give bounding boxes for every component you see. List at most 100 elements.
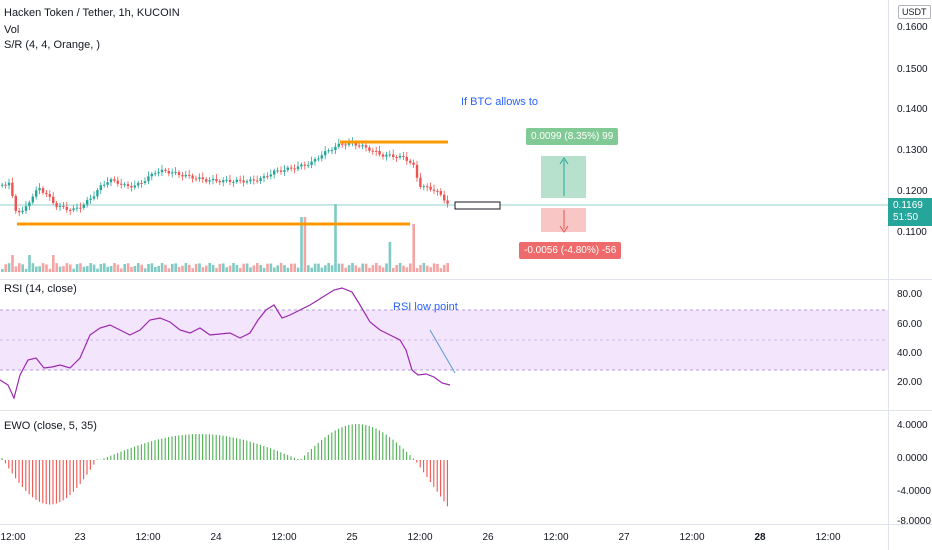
volume-bar xyxy=(48,268,52,272)
candle xyxy=(205,179,208,182)
volume-bar xyxy=(313,263,317,272)
rsi-note-pointer[interactable] xyxy=(429,329,456,374)
volume-bar xyxy=(303,217,307,272)
time-tick: 12:00 xyxy=(271,532,297,543)
volume-bar xyxy=(361,263,364,272)
candle xyxy=(381,154,385,157)
volume-bar xyxy=(4,264,7,272)
pane-divider-ewo[interactable] xyxy=(0,410,932,411)
entry-box[interactable] xyxy=(454,201,501,210)
candle xyxy=(419,177,422,187)
candle xyxy=(99,185,102,191)
candle xyxy=(69,209,72,211)
volume-bar xyxy=(375,263,378,272)
volume-bar xyxy=(320,267,324,272)
candle xyxy=(177,172,181,176)
volume-bar xyxy=(429,267,432,272)
candle xyxy=(181,175,184,177)
candle xyxy=(208,180,211,182)
volume-bar xyxy=(184,263,188,272)
candle xyxy=(395,156,398,158)
candle xyxy=(398,155,402,158)
rsi-tick: 80.00 xyxy=(897,289,923,300)
price-tick: 0.1500 xyxy=(897,64,928,75)
candle xyxy=(324,151,327,156)
time-tick: 12:00 xyxy=(543,532,569,543)
volume-bar xyxy=(38,266,41,272)
volume-bar xyxy=(405,267,409,272)
target-down-label[interactable]: -0.0056 (-4.80%) -56 xyxy=(519,242,622,259)
candle xyxy=(92,196,96,199)
sr-indicator-legend[interactable]: S/R (4, 4, Orange, ) xyxy=(4,39,100,51)
candle xyxy=(211,179,215,181)
volume-bar xyxy=(14,266,18,272)
candle xyxy=(239,179,242,181)
candle xyxy=(341,143,344,145)
volume-bar xyxy=(1,269,4,272)
volume-bar xyxy=(130,266,133,272)
candle xyxy=(286,167,289,171)
candle xyxy=(116,180,119,184)
volume-bar xyxy=(164,264,167,272)
candle xyxy=(242,180,245,183)
volume-bar xyxy=(439,268,443,272)
volume-bar xyxy=(293,263,296,272)
candle xyxy=(392,154,395,157)
pane-divider-rsi[interactable] xyxy=(0,279,932,280)
volume-bar xyxy=(358,267,361,272)
volume-bar xyxy=(21,264,24,272)
volume-bar xyxy=(249,267,252,272)
candle xyxy=(245,181,249,183)
candle xyxy=(375,150,378,152)
rsi-note[interactable]: RSI low point xyxy=(393,301,458,313)
candle xyxy=(48,194,51,197)
volume-bar xyxy=(154,266,157,272)
candle xyxy=(344,144,347,146)
candle xyxy=(184,174,187,177)
target-up-label[interactable]: 0.0099 (8.35%) 99 xyxy=(526,128,619,145)
candle xyxy=(201,177,204,180)
candle xyxy=(18,210,21,213)
time-tick: 23 xyxy=(74,532,86,543)
volume-bar xyxy=(364,263,368,272)
current-price-badge[interactable]: 0.1169 51:50 xyxy=(888,198,932,226)
candle xyxy=(103,184,106,186)
btc-note[interactable]: If BTC allows to xyxy=(461,96,539,108)
candle xyxy=(432,189,436,191)
volume-bar xyxy=(443,264,446,272)
candle xyxy=(140,182,143,184)
volume-bar xyxy=(28,255,31,272)
volume-bar xyxy=(205,265,208,272)
candle xyxy=(269,174,272,177)
candle xyxy=(283,170,286,172)
candle xyxy=(31,196,34,203)
volume-bar xyxy=(103,263,106,272)
candle xyxy=(232,181,235,183)
volume-bar xyxy=(283,265,286,272)
candle xyxy=(330,150,334,152)
volume-bar xyxy=(432,263,436,272)
volume-bar xyxy=(86,266,89,272)
currency-badge[interactable]: USDT xyxy=(898,5,931,19)
candle xyxy=(160,169,164,173)
volume-legend[interactable]: Vol xyxy=(4,24,20,36)
candle xyxy=(126,184,130,187)
volume-bar xyxy=(177,267,181,272)
time-tick: 25 xyxy=(346,532,358,543)
volume-bar xyxy=(58,266,62,272)
candle xyxy=(256,180,259,182)
candle xyxy=(72,208,75,211)
ewo-legend[interactable]: EWO (close, 5, 35) xyxy=(4,420,97,432)
volume-bar xyxy=(266,263,269,272)
volume-bar xyxy=(11,255,14,272)
volume-bar xyxy=(286,267,290,272)
volume-bar xyxy=(344,267,347,272)
ewo-tick: 0.0000 xyxy=(897,453,928,464)
rsi-legend[interactable]: RSI (14, close) xyxy=(4,283,77,295)
candle xyxy=(307,165,310,167)
volume-bar xyxy=(402,265,405,272)
candle xyxy=(266,176,269,178)
volume-bar xyxy=(385,263,388,272)
chart-title: Hacken Token / Tether, 1h, KUCOIN xyxy=(4,7,180,19)
